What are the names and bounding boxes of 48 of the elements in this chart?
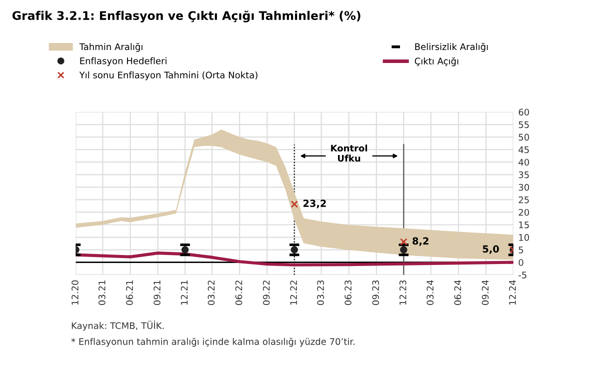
data-label: 5,0 bbox=[482, 245, 499, 254]
point bbox=[290, 200, 298, 208]
x-tick-label: 09.22 bbox=[262, 280, 270, 305]
y-tick-label: 50 bbox=[518, 134, 530, 141]
x-tick-label: 09.24 bbox=[482, 280, 489, 305]
legend-label: Çıktı Açığı bbox=[414, 57, 458, 66]
legend-label: Tahmin Aralığı bbox=[79, 42, 142, 52]
y-tick-label: 45 bbox=[518, 146, 529, 154]
y-tick-label: 25 bbox=[518, 196, 529, 204]
x-tick-label: 09.23 bbox=[372, 280, 380, 305]
data-label: 23,2 bbox=[303, 200, 326, 208]
y-tick-label: 35 bbox=[518, 171, 529, 178]
x-tick-label: 09.21 bbox=[154, 280, 160, 305]
point bbox=[290, 246, 298, 254]
x-tick-label: 06.21 bbox=[126, 280, 133, 305]
text: Kaynak: TCMB, TÜİK. bbox=[72, 320, 164, 331]
x-tick-label: 06.24 bbox=[454, 280, 462, 305]
x-tick-label: 06.22 bbox=[235, 280, 242, 305]
y-tick-label: 15 bbox=[519, 222, 529, 228]
point bbox=[400, 238, 408, 246]
x-tick-label: 12.21 bbox=[180, 280, 188, 305]
x-tick-label: 03.24 bbox=[426, 280, 434, 305]
x-tick-label: 12.22 bbox=[290, 280, 297, 305]
x-tick-label: 03.22 bbox=[208, 280, 215, 305]
y-tick-label: 10 bbox=[519, 234, 530, 241]
y-tick-label: 60 bbox=[518, 108, 530, 116]
point bbox=[181, 246, 189, 254]
x-tick-label: 12.24 bbox=[509, 280, 516, 305]
x-tick-label: 06.23 bbox=[344, 280, 352, 305]
data-label: 8,2 bbox=[412, 237, 428, 246]
point bbox=[400, 246, 408, 254]
legend-label: Yıl sonu Enflasyon Tahmini (Orta Nokta) bbox=[79, 71, 258, 80]
legend-label: Enflasyon Hedefleri bbox=[80, 57, 166, 66]
y-tick-label: -5 bbox=[518, 272, 526, 278]
y-tick-label: 20 bbox=[518, 208, 530, 216]
y-tick-label: 40 bbox=[518, 158, 530, 166]
y-tick-label: 30 bbox=[518, 184, 530, 191]
x-tick-label: 12.20 bbox=[72, 280, 78, 305]
y-tick-label: 5 bbox=[518, 246, 524, 254]
y-tick-label: 0 bbox=[518, 259, 524, 266]
legend-label: Belirsizlik Aralığı bbox=[415, 42, 488, 52]
chart-title: Grafik 3.2.1: Enflasyon ve Çıktı Açığı Tahminleri* (%) bbox=[12, 10, 360, 22]
y-tick-label: 55 bbox=[518, 121, 529, 128]
annotation: Kontrol Ufku bbox=[331, 144, 368, 162]
x-tick-label: 12.23 bbox=[399, 280, 406, 305]
text: * Enflasyonun tahmin aralığı içinde kalma olasılığı yüzde 70’tir. bbox=[71, 338, 354, 347]
x-tick-label: 03.21 bbox=[98, 280, 106, 305]
x-tick-label: 03.23 bbox=[317, 280, 324, 305]
